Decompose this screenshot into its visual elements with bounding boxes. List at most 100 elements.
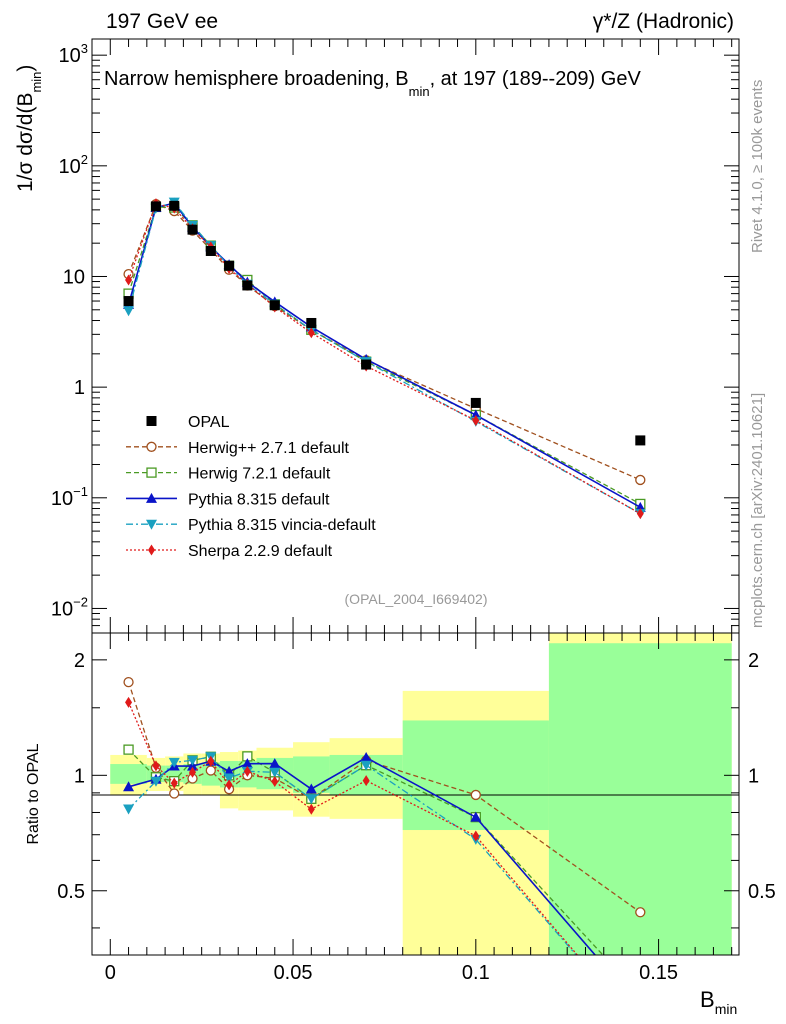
ratio-sherpa-2-2-9-default	[125, 696, 579, 955]
ratio-point	[472, 830, 480, 842]
main-x-ticks	[109, 39, 733, 633]
legend-label: Pythia 8.315 default	[188, 491, 330, 508]
x-tick-label: 0.15	[639, 962, 678, 984]
y-tick-label: 10−2	[51, 594, 88, 620]
data-point	[361, 359, 372, 370]
x-tick-label: 0.05	[274, 962, 313, 984]
ratio-point	[243, 765, 251, 777]
ratio-y-tick-label-right: 0.5	[748, 881, 776, 903]
data-point	[187, 224, 198, 235]
ratio-point	[123, 676, 134, 688]
legend-item-sherpa-2-2-9-default: Sherpa 2.2.9 default	[126, 543, 333, 560]
ratio-point	[269, 758, 281, 769]
ratio-point	[223, 765, 235, 776]
ratio-point	[123, 804, 135, 815]
data-point	[150, 201, 161, 212]
y-tick-label: 10	[63, 266, 85, 288]
legend: OPAL Herwig++ 2.7.1 default Herwig 7.2.1 d…	[126, 414, 376, 560]
ratio-plot-frame	[91, 632, 740, 956]
y-tick-label: 1	[74, 377, 85, 399]
header-right: γ*/Z (Hadronic)	[593, 10, 734, 33]
mcplots-label: mcplots.cern.ch [arXiv:2401.10621]	[749, 393, 766, 628]
ratio-point	[150, 776, 162, 787]
data-point	[224, 260, 235, 271]
y-tick-label-base: 10	[51, 488, 73, 510]
legend-marker	[146, 467, 157, 478]
legend-label: Herwig 7.2.1 default	[188, 466, 331, 483]
y-axis-label-main: 1/σ dσ/d(B	[14, 93, 37, 192]
series-line	[127, 206, 641, 505]
x-axis-label-main: B	[700, 987, 715, 1012]
ratio-y-tick-label-right: 2	[748, 650, 759, 672]
ratio-y-tick-label-right: 1	[748, 765, 759, 787]
ratio-point	[360, 752, 372, 763]
ratio-point	[271, 775, 279, 787]
ratio-point	[362, 775, 370, 787]
ratio-point	[170, 777, 178, 789]
series-line	[127, 202, 641, 508]
series-point	[123, 306, 135, 317]
ratio-point	[207, 755, 215, 767]
series-point	[125, 274, 133, 286]
y-tick-label-exp: −1	[73, 484, 88, 499]
ratio-uncertainty-bands	[110, 633, 732, 955]
ratio-band-inner	[548, 643, 732, 955]
x-axis: 0 0.05 0.1 0.15	[105, 633, 733, 984]
plot-title: Narrow hemisphere broadening, Bmin, at 1…	[104, 68, 641, 99]
ratio-point	[123, 744, 134, 755]
ratio-point	[241, 758, 253, 769]
legend-item-pythia-8-315-vincia-default: Pythia 8.315 vincia-default	[126, 517, 376, 534]
series-point	[307, 327, 315, 339]
legend-marker	[146, 416, 157, 426]
legend-marker	[146, 441, 157, 452]
data-point	[123, 296, 134, 307]
y-tick-label-exp: 2	[81, 152, 88, 167]
ratio-point	[169, 788, 180, 799]
y-axis-label: 1/σ dσ/d(Bmin)	[14, 65, 44, 192]
data-point	[470, 397, 481, 408]
ratio-y-tick-label: 0.5	[57, 881, 85, 903]
y-tick-label-base: 10	[59, 156, 81, 178]
legend-item-herwig-2-7-1-default: Herwig++ 2.7.1 default	[126, 440, 350, 457]
data-point	[169, 200, 180, 211]
y-tick-label: 103	[59, 41, 88, 67]
x-axis-label: Bmin	[700, 987, 737, 1017]
ratio-y-tick-label: 2	[74, 650, 85, 672]
y-tick-label-base: 10	[51, 598, 73, 620]
data-point	[306, 317, 317, 328]
legend-label: OPAL	[188, 414, 230, 431]
data-point	[242, 280, 253, 291]
ratio-point	[152, 760, 160, 772]
ratio-point	[189, 766, 197, 778]
ratio-pythia-8-315-vincia-default	[123, 752, 578, 955]
y-tick-label: 102	[59, 152, 88, 178]
ratio-band-inner	[110, 764, 147, 784]
ratio-y-tick-label: 1	[74, 765, 85, 787]
legend-item-opal: OPAL	[146, 414, 230, 431]
legend-marker	[146, 519, 157, 530]
series-point	[636, 508, 644, 520]
data-point	[269, 300, 280, 311]
ratio-curves	[123, 676, 646, 955]
ratio-point	[307, 803, 315, 815]
series-point	[635, 474, 646, 486]
rivet-version-label: Rivet 4.1.0, ≥ 100k events	[749, 80, 766, 253]
main-curves	[123, 197, 646, 520]
data-point	[205, 245, 216, 256]
ratio-line	[128, 756, 578, 955]
ratio-y-axis: 0.5 0.5 1 1 2 2	[57, 650, 776, 929]
ratio-point	[470, 811, 482, 822]
data-point	[635, 435, 646, 446]
ratio-point	[123, 781, 135, 792]
ratio-plot-panel: 0.5 0.5 1 1 2 2 0 0.05 0.1 0.15 Ratio to OPAL Bm…	[25, 632, 776, 1017]
legend-item-herwig-7-2-1-default: Herwig 7.2.1 default	[126, 466, 331, 483]
y-tick-label-base: 10	[59, 45, 81, 67]
x-tick-label: 0	[105, 962, 116, 984]
legend-marker	[146, 492, 157, 503]
ratio-line	[127, 681, 641, 913]
plot-title-tail: , at 197 (189--209) GeV	[430, 68, 642, 90]
y-axis-label-tail: )	[14, 65, 37, 72]
plot-title-sub: min	[409, 84, 430, 99]
